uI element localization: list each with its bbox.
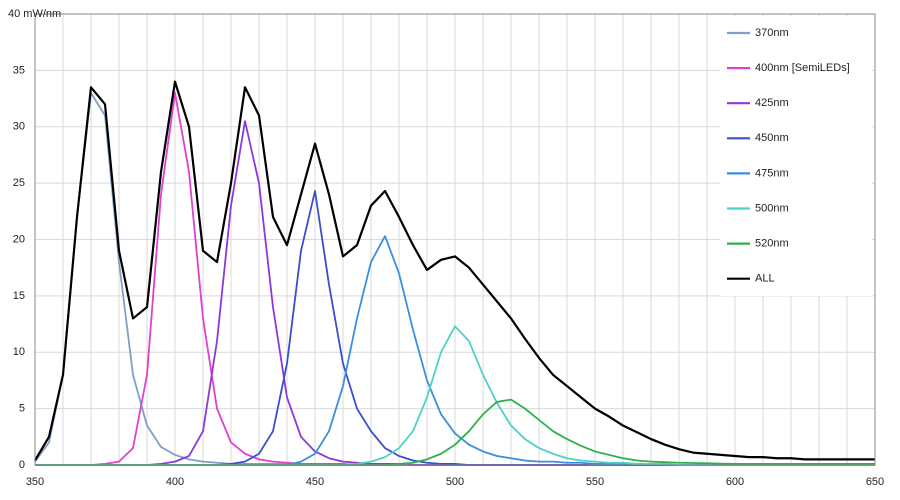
- x-tick-label: 350: [26, 476, 44, 488]
- y-tick-label: 35: [13, 64, 25, 76]
- y-tick-label: 20: [13, 233, 25, 245]
- y-tick-label: 15: [13, 290, 25, 302]
- legend-label: ALL: [755, 273, 775, 285]
- legend-label: 450nm: [755, 132, 789, 144]
- legend-label: 500nm: [755, 202, 789, 214]
- x-tick-label: 500: [446, 476, 464, 488]
- series-line: [34, 80, 875, 462]
- y-tick-label: 10: [13, 346, 25, 358]
- y-tick-label: 5: [19, 403, 25, 415]
- y-tick-label: 25: [13, 177, 25, 189]
- y-tick-label: 40 mW/nm: [8, 8, 61, 20]
- plot-border: [34, 13, 876, 466]
- y-tick-label: 30: [13, 121, 25, 133]
- legend-box: [720, 16, 872, 296]
- labels: 0 5 10 15 20 25 30 35 40 mW/nm 350 400 450 500 550 600…: [8, 8, 884, 488]
- legend-label: 400nm [SemiLEDs]: [755, 62, 850, 74]
- legend-label: 425nm: [755, 97, 789, 109]
- legend-label: 475nm: [755, 167, 789, 179]
- legend-label: 520nm: [755, 238, 789, 250]
- x-tick-label: 600: [726, 476, 744, 488]
- legend-label: 370nm: [755, 27, 789, 39]
- x-tick-label: 450: [306, 476, 324, 488]
- x-tick-label: 550: [586, 476, 604, 488]
- x-tick-label: 650: [866, 476, 884, 488]
- x-tick-label: 400: [166, 476, 184, 488]
- y-tick-label: 0: [19, 459, 25, 471]
